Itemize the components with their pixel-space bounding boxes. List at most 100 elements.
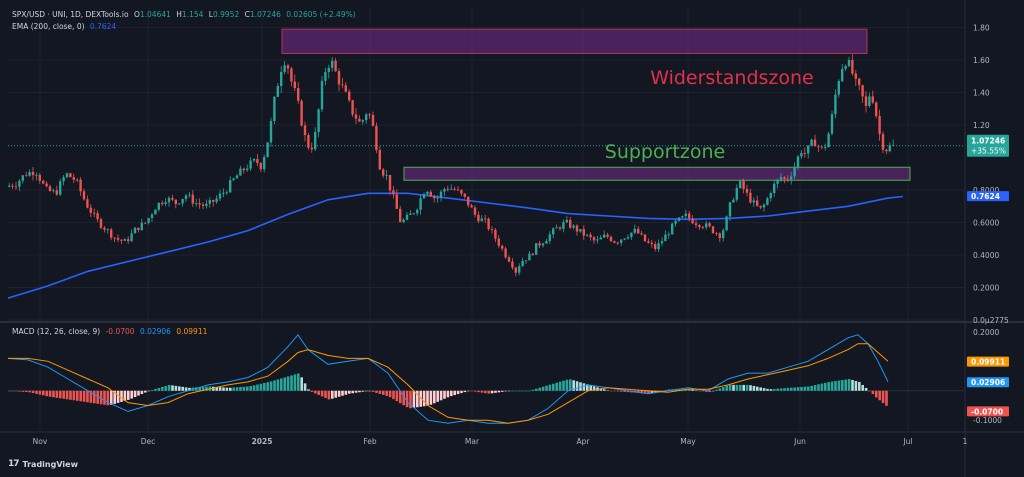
candle-up bbox=[555, 227, 558, 229]
candle-down bbox=[759, 205, 762, 208]
macd-histogram-bar bbox=[89, 390, 93, 403]
candle-down bbox=[14, 186, 18, 188]
candle-down bbox=[606, 234, 609, 237]
candle-up bbox=[837, 81, 840, 95]
macd-label: MACD (12, 26, close, 9) bbox=[12, 327, 101, 336]
candle-down bbox=[643, 234, 647, 242]
macd-histogram-bar bbox=[150, 389, 154, 391]
candle-down bbox=[382, 169, 385, 176]
macd-histogram-bar bbox=[405, 390, 409, 408]
macd-hist-tag-bg bbox=[967, 406, 1009, 417]
macd-histogram-bar bbox=[582, 383, 586, 391]
price-labels: 1.07246+35.55% 0.7624 0.09911 0.02906 -0.070… bbox=[967, 134, 1009, 417]
candle-up bbox=[225, 192, 228, 194]
candle-up bbox=[603, 234, 606, 238]
macd-line-tag: 0.02906 bbox=[971, 378, 1005, 387]
candle-down bbox=[637, 228, 640, 234]
macd-histogram-bar bbox=[348, 390, 351, 394]
macd-histogram-bar bbox=[388, 390, 392, 398]
candle-down bbox=[745, 188, 749, 193]
macd-histogram-bar bbox=[701, 390, 705, 392]
candle-down bbox=[463, 193, 466, 197]
candle-up bbox=[273, 96, 276, 122]
candle-down bbox=[881, 134, 885, 150]
macd-value: 0.02906 bbox=[139, 327, 171, 336]
macd-histogram-bar bbox=[385, 390, 388, 396]
macd-histogram-bar bbox=[718, 388, 722, 391]
macd-histogram-bar bbox=[65, 390, 69, 400]
candle-up bbox=[208, 200, 211, 204]
candle-down bbox=[453, 188, 456, 190]
candle-up bbox=[215, 198, 218, 202]
tradingview-logo[interactable]: 17 TradingView bbox=[8, 459, 78, 469]
macd-histogram-bar bbox=[531, 389, 535, 391]
macd-histogram-bar bbox=[28, 390, 31, 393]
macd-histogram-bar bbox=[827, 382, 830, 391]
candle-down bbox=[511, 261, 514, 268]
candle-down bbox=[69, 173, 72, 178]
macd-histogram-bar bbox=[218, 387, 222, 391]
macd-histogram-bar bbox=[514, 390, 518, 392]
macd-histogram-bar bbox=[110, 390, 113, 405]
candle-down bbox=[487, 218, 490, 230]
candle-down bbox=[742, 180, 745, 189]
candle-up bbox=[596, 239, 599, 241]
macd-histogram-bar bbox=[858, 381, 861, 391]
macd-histogram-bar bbox=[467, 390, 470, 392]
macd-histogram-bar bbox=[157, 387, 161, 391]
macd-histogram-bar bbox=[813, 385, 817, 391]
candle-up bbox=[810, 139, 813, 146]
macd-histogram-bar bbox=[334, 390, 337, 398]
candle-up bbox=[599, 237, 602, 240]
candle-down bbox=[72, 177, 75, 180]
time-tick-label: Mar bbox=[465, 437, 480, 446]
macd-histogram-bar bbox=[86, 390, 89, 403]
macd-histogram-bar bbox=[212, 386, 215, 391]
candle-down bbox=[368, 114, 371, 116]
time-tick-label: Nov bbox=[33, 437, 48, 446]
candle-up bbox=[681, 216, 684, 218]
candle-down bbox=[786, 178, 789, 180]
candle-up bbox=[123, 239, 126, 241]
candle-up bbox=[630, 232, 633, 238]
macd-histogram-bar bbox=[93, 390, 96, 404]
macd-signal-line bbox=[8, 343, 889, 424]
macd-histogram-bar bbox=[48, 390, 52, 397]
price-tick-label: 0.6000 bbox=[973, 219, 999, 228]
macd-histogram-bar bbox=[728, 384, 732, 391]
candle-up bbox=[518, 266, 521, 273]
candle-up bbox=[705, 223, 708, 228]
macd-histogram-bar bbox=[490, 390, 494, 394]
time-tick-label: 2025 bbox=[252, 437, 273, 446]
candle-down bbox=[113, 237, 116, 239]
candle-down bbox=[348, 91, 351, 101]
close-value: 1.07246 bbox=[249, 10, 281, 19]
candle-down bbox=[467, 196, 470, 206]
candle-up bbox=[735, 188, 738, 200]
candle-down bbox=[334, 60, 337, 72]
candle-up bbox=[776, 179, 779, 184]
macd-histogram-bar bbox=[106, 390, 110, 406]
candle-down bbox=[494, 229, 497, 239]
candle-up bbox=[739, 180, 742, 189]
candle-up bbox=[21, 175, 24, 181]
macd-histogram-bar bbox=[575, 381, 579, 391]
candle-down bbox=[718, 233, 721, 239]
macd-histogram-bar bbox=[171, 385, 174, 391]
macd-histogram-bar bbox=[344, 390, 348, 395]
candle-up bbox=[548, 234, 551, 241]
candle-down bbox=[871, 96, 874, 103]
candle-up bbox=[541, 243, 545, 246]
macd-histogram-bar bbox=[239, 387, 242, 391]
macd-histogram-bar bbox=[297, 373, 300, 391]
candle-down bbox=[174, 199, 177, 205]
macd-histogram-bar bbox=[759, 387, 762, 391]
tradingview-logo-icon: 17 bbox=[8, 459, 19, 469]
candle-up bbox=[263, 157, 266, 170]
macd-signal-tag-bg bbox=[967, 356, 1009, 367]
candle-up bbox=[752, 200, 755, 203]
candle-down bbox=[756, 200, 759, 206]
macd-histogram-bar bbox=[725, 385, 728, 391]
macd-histogram-bar bbox=[820, 383, 824, 391]
